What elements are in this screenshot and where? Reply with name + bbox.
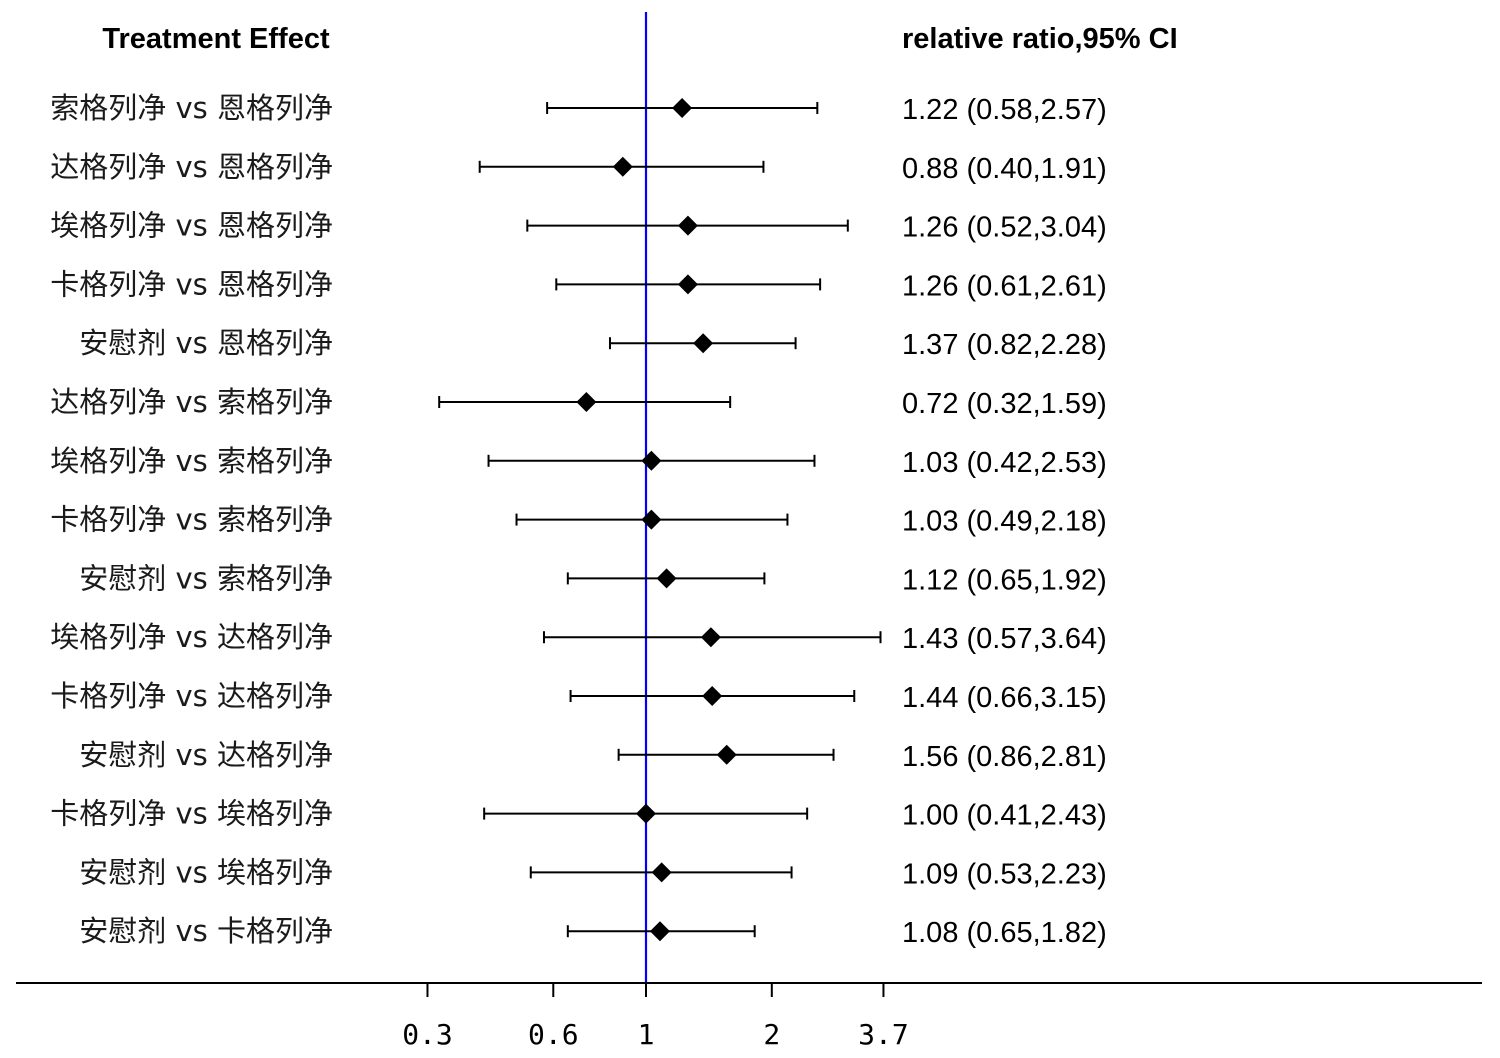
header-relative-ratio: relative ratio,95% CI — [902, 23, 1178, 55]
row-label: 达格列净 vs 恩格列净 — [50, 150, 333, 184]
forest-row: 安慰剂 vs 索格列净 1.12 (0.65,1.92) — [79, 561, 1106, 596]
forest-row: 卡格列净 vs 埃格列净 1.00 (0.41,2.43) — [50, 797, 1106, 832]
row-value-text: 1.37 (0.82,2.28) — [902, 329, 1107, 361]
point-estimate-diamond — [649, 921, 670, 942]
x-tick-label: 0.6 — [528, 1018, 579, 1051]
point-estimate-diamond — [716, 744, 737, 765]
row-value-text: 1.03 (0.42,2.53) — [902, 447, 1107, 479]
row-value-text: 1.09 (0.53,2.23) — [902, 858, 1107, 890]
x-axis: 0.3 0.6 1 2 3.7 — [16, 982, 1482, 1051]
row-label: 埃格列净 vs 恩格列净 — [50, 209, 333, 243]
row-label: 达格列净 vs 索格列净 — [50, 385, 333, 419]
forest-row: 埃格列净 vs 索格列净 1.03 (0.42,2.53) — [50, 444, 1106, 479]
point-estimate-diamond — [656, 568, 677, 589]
row-value-text: 1.56 (0.86,2.81) — [902, 741, 1107, 773]
forest-row: 安慰剂 vs 达格列净 1.56 (0.86,2.81) — [79, 738, 1106, 773]
point-estimate-diamond — [700, 627, 721, 648]
row-value-text: 1.26 (0.52,3.04) — [902, 212, 1107, 244]
forest-row: 埃格列净 vs 恩格列净 1.26 (0.52,3.04) — [50, 209, 1106, 244]
forest-row: 卡格列净 vs 达格列净 1.44 (0.66,3.15) — [50, 679, 1106, 714]
row-label: 安慰剂 vs 索格列净 — [79, 561, 333, 595]
row-value-text: 0.72 (0.32,1.59) — [902, 388, 1107, 420]
row-value-text: 1.26 (0.61,2.61) — [902, 270, 1107, 302]
point-estimate-diamond — [636, 803, 656, 824]
forest-row: 索格列净 vs 恩格列净 1.22 (0.58,2.57) — [50, 91, 1106, 126]
x-tick-label: 2 — [763, 1018, 780, 1051]
point-estimate-diamond — [641, 509, 662, 530]
row-label: 埃格列净 vs 达格列净 — [50, 620, 333, 654]
point-estimate-diamond — [702, 686, 723, 706]
point-estimate-diamond — [612, 156, 633, 177]
point-estimate-diamond — [651, 862, 672, 883]
x-tick-label: 3.7 — [858, 1018, 909, 1051]
x-tick-label: 0.3 — [402, 1018, 453, 1051]
point-estimate-diamond — [693, 333, 714, 354]
x-tick-label: 1 — [638, 1018, 655, 1051]
forest-row: 卡格列净 vs 索格列净 1.03 (0.49,2.18) — [50, 503, 1106, 538]
row-label: 安慰剂 vs 达格列净 — [79, 738, 333, 772]
forest-row: 达格列净 vs 恩格列净 0.88 (0.40,1.91) — [50, 150, 1106, 185]
forest-row: 安慰剂 vs 埃格列净 1.09 (0.53,2.23) — [79, 855, 1106, 890]
row-value-text: 1.12 (0.65,1.92) — [902, 564, 1107, 596]
row-label: 索格列净 vs 恩格列净 — [50, 91, 333, 125]
row-label: 卡格列净 vs 恩格列净 — [50, 267, 333, 301]
point-estimate-diamond — [576, 392, 597, 412]
row-label: 埃格列净 vs 索格列净 — [50, 444, 333, 478]
forest-row: 安慰剂 vs 恩格列净 1.37 (0.82,2.28) — [79, 326, 1106, 361]
point-estimate-diamond — [677, 215, 698, 236]
point-estimate-diamond — [677, 274, 698, 295]
row-label: 卡格列净 vs 埃格列净 — [50, 797, 333, 831]
row-label: 安慰剂 vs 埃格列净 — [79, 855, 333, 889]
point-estimate-diamond — [641, 450, 662, 471]
forest-row: 卡格列净 vs 恩格列净 1.26 (0.61,2.61) — [50, 267, 1106, 302]
row-value-text: 1.43 (0.57,3.64) — [902, 623, 1107, 655]
row-value-text: 0.88 (0.40,1.91) — [902, 153, 1107, 185]
header-treatment-effect: Treatment Effect — [102, 23, 330, 55]
row-value-text: 1.22 (0.58,2.57) — [902, 94, 1107, 126]
forest-row: 埃格列净 vs 达格列净 1.43 (0.57,3.64) — [50, 620, 1106, 655]
row-label: 卡格列净 vs 达格列净 — [50, 679, 333, 713]
point-estimate-diamond — [672, 98, 693, 118]
row-label: 卡格列净 vs 索格列净 — [50, 503, 333, 537]
row-label: 安慰剂 vs 恩格列净 — [79, 326, 333, 360]
forest-row: 安慰剂 vs 卡格列净 1.08 (0.65,1.82) — [79, 914, 1106, 949]
forest-row: 达格列净 vs 索格列净 0.72 (0.32,1.59) — [50, 385, 1106, 420]
row-value-text: 1.03 (0.49,2.18) — [902, 506, 1107, 538]
forest-rows: 索格列净 vs 恩格列净 1.22 (0.58,2.57) 达格列净 vs 恩格列净… — [50, 91, 1106, 949]
row-value-text: 1.00 (0.41,2.43) — [902, 800, 1107, 832]
row-label: 安慰剂 vs 卡格列净 — [79, 914, 333, 948]
row-value-text: 1.08 (0.65,1.82) — [902, 917, 1107, 949]
row-value-text: 1.44 (0.66,3.15) — [902, 682, 1107, 714]
